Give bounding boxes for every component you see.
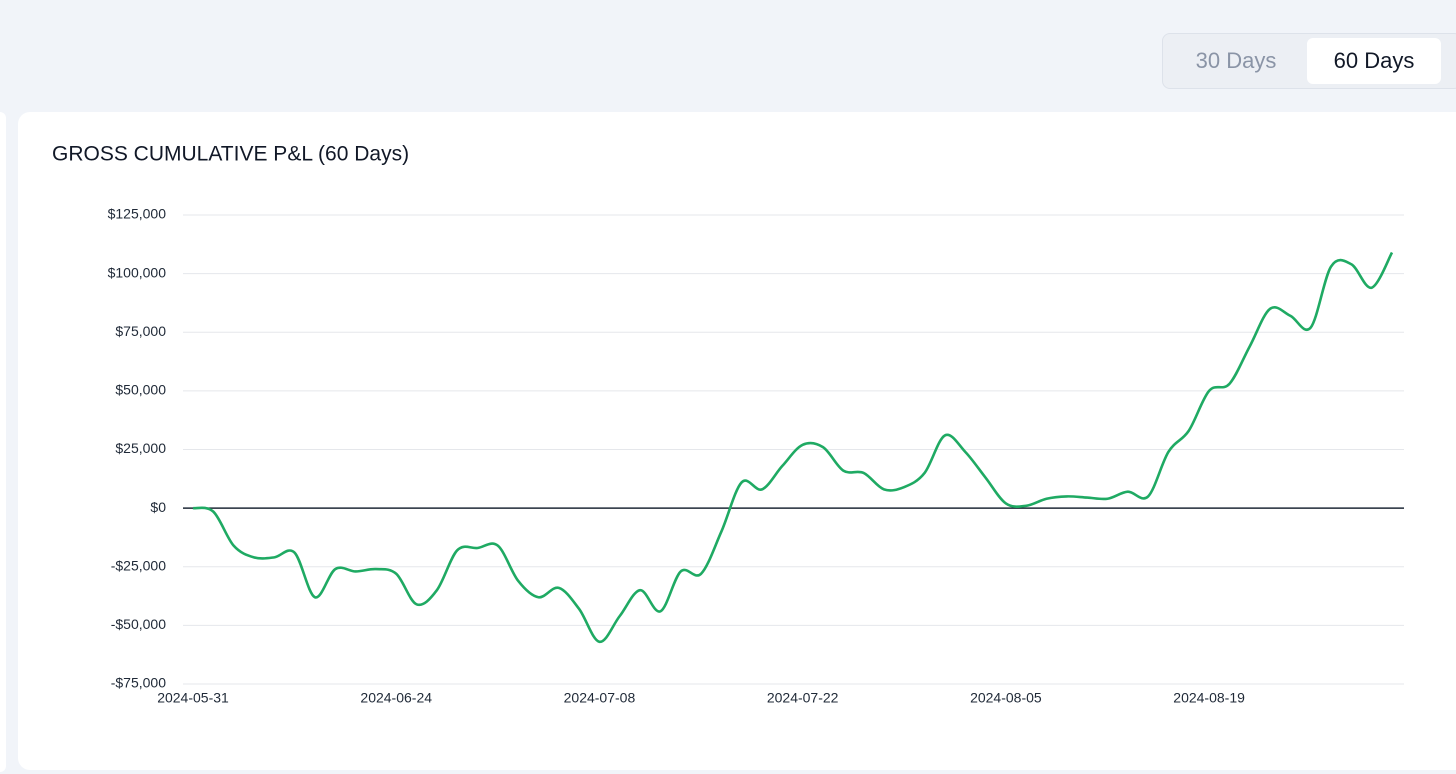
range-toggle: 30 Days 60 Days bbox=[1162, 33, 1456, 89]
chart-title: GROSS CUMULATIVE P&L (60 Days) bbox=[52, 143, 409, 166]
line-series bbox=[192, 251, 1394, 644]
x-tick-label: 2024-07-22 bbox=[767, 690, 839, 706]
y-tick-label: $50,000 bbox=[115, 382, 166, 398]
y-tick-label: $75,000 bbox=[115, 323, 166, 339]
y-tick-label: -$75,000 bbox=[111, 675, 166, 691]
x-tick-label: 2024-06-24 bbox=[360, 690, 432, 706]
range-option[interactable]: 30 Days bbox=[1195, 48, 1277, 73]
chart-card bbox=[18, 112, 1456, 770]
y-tick-label: -$25,000 bbox=[111, 557, 166, 573]
x-tick-label: 2024-08-19 bbox=[1173, 690, 1245, 706]
y-tick-label: $0 bbox=[150, 499, 166, 515]
side-panel bbox=[0, 112, 6, 772]
y-tick-label: -$50,000 bbox=[111, 616, 166, 632]
y-tick-label: $25,000 bbox=[115, 440, 166, 456]
y-tick-label: $125,000 bbox=[108, 206, 167, 222]
y-tick-label: $100,000 bbox=[108, 264, 167, 280]
x-tick-label: 2024-05-31 bbox=[157, 690, 229, 706]
x-tick-label: 2024-08-05 bbox=[970, 690, 1042, 706]
x-tick-label: 2024-07-08 bbox=[564, 690, 636, 706]
range-option[interactable]: 60 Days bbox=[1307, 38, 1441, 84]
